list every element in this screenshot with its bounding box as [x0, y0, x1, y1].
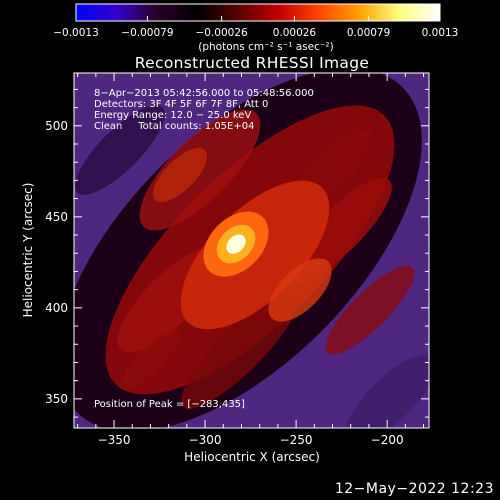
colorbar-tick-label: 0.00079 — [347, 27, 390, 39]
colorbar-units: (photons cm⁻² s⁻¹ asec⁻²) — [198, 41, 333, 53]
y-tick-label: 400 — [45, 301, 68, 315]
y-axis-label: Heliocentric Y (arcsec) — [21, 183, 35, 318]
colorbar-ticks: −0.0013 −0.00079 −0.00026 0.00026 0.00079 0.0… — [53, 16, 458, 39]
chart-title: Reconstructed RHESSI Image — [135, 54, 369, 72]
colorbar-tick-label: 0.00026 — [273, 27, 317, 39]
annotations: 8−Apr−2013 05:42:56.000 to 05:48:56.000 … — [94, 88, 314, 410]
x-tick-label: −200 — [371, 433, 404, 447]
y-tick-label: 350 — [45, 392, 68, 406]
x-tick-label: −300 — [189, 433, 222, 447]
annotation-detectors: Detectors: 3F 4F 5F 6F 7F 8F, Att 0 — [94, 99, 268, 110]
colorbar-tick-label: 0.0013 — [422, 27, 459, 39]
colorbar-tick-label: −0.00026 — [195, 27, 248, 39]
colorbar: −0.0013 −0.00079 −0.00026 0.00026 0.00079 0.0… — [53, 3, 458, 53]
colorbar-strip — [75, 3, 441, 22]
plot-frame — [73, 72, 430, 429]
x-axis-label: Heliocentric X (arcsec) — [184, 450, 320, 464]
x-tick-label: −350 — [98, 433, 131, 447]
annotation-time: 8−Apr−2013 05:42:56.000 to 05:48:56.000 — [94, 88, 314, 99]
annotation-clean: Clean Total counts: 1.05E+04 — [94, 121, 254, 132]
colorbar-tick-label: −0.0013 — [53, 27, 99, 39]
y-tick-label: 500 — [45, 119, 68, 133]
peak-position-label: Position of Peak = [−283,435] — [94, 399, 245, 410]
colorbar-tick-label: −0.00079 — [121, 27, 173, 39]
heatmap-image — [74, 73, 429, 428]
annotation-energy: Energy Range: 12.0 − 25.0 keV — [94, 110, 251, 121]
x-tick-label: −250 — [280, 433, 313, 447]
footer-timestamp: 12−May−2022 12:23 — [334, 481, 494, 497]
y-tick-label: 450 — [45, 210, 68, 224]
axis-ticks: −350 −300 −250 −200 350 400 450 500 — [45, 73, 429, 447]
